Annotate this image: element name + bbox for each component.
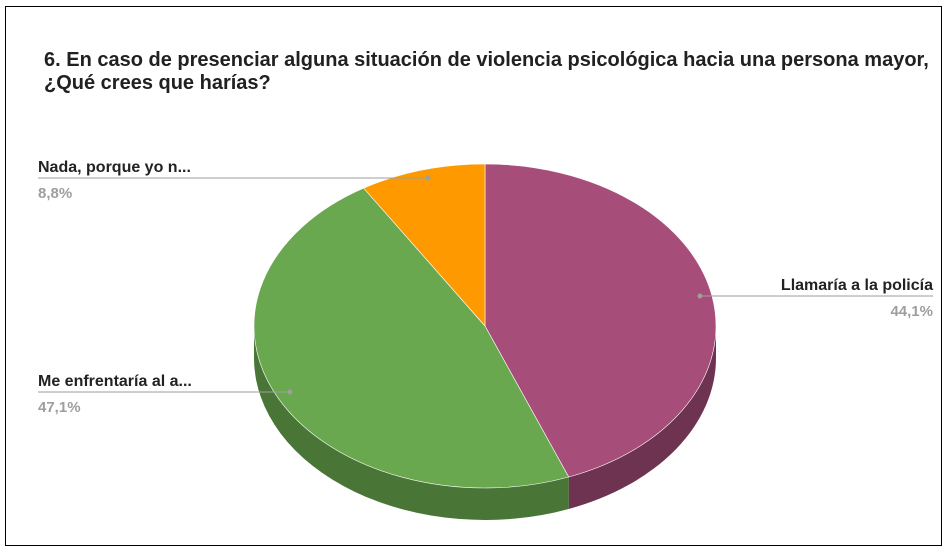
pie-slice-side-1 <box>568 326 716 509</box>
slice-label-2: Me enfrentaría al a... <box>38 373 192 390</box>
leader-dot-3 <box>425 175 431 181</box>
pie-leader-lines <box>38 175 933 395</box>
pie-sides <box>253 326 716 521</box>
pie-slice-2[interactable] <box>253 187 570 489</box>
slice-label-1: Llamaría a la policía <box>781 277 933 294</box>
pie-labels: Llamaría a la policía 44,1% Me enfrentaría… <box>38 159 933 416</box>
pie-slices <box>253 163 717 489</box>
pie-chart: Llamaría a la policía 44,1% Me enfrentaría… <box>38 159 933 521</box>
slice-value-3: 8,8% <box>38 185 72 202</box>
pie-slice-3[interactable] <box>363 163 486 327</box>
leader-dot-2 <box>287 389 293 395</box>
chart-title: 6. En caso de presenciar alguna situació… <box>44 49 929 94</box>
leader-dot-1 <box>697 293 703 299</box>
pie-slice-side-2 <box>253 326 569 521</box>
slice-value-2: 47,1% <box>38 399 81 416</box>
slice-label-3: Nada, porque yo n... <box>38 159 191 176</box>
slice-value-1: 44,1% <box>890 303 933 320</box>
